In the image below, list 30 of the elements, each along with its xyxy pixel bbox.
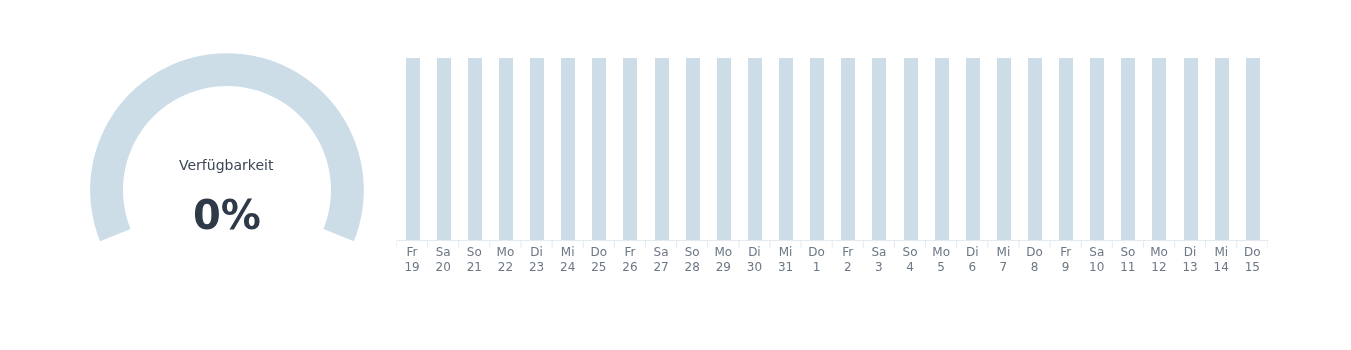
x-tick-label: Mo 22 [496,244,515,275]
x-tick-label: Sa 27 [653,244,669,275]
x-tick-label: Fr 19 [404,244,420,275]
x-tick-label: Di 6 [965,244,979,275]
x-tick-label: Do 1 [808,244,825,275]
x-tick-label: Do 25 [590,244,608,275]
x-tick-label: Sa 10 [1089,244,1105,275]
text: Verfügbarkeit [179,157,274,173]
x-tick-label: Mi 31 [777,244,794,275]
x-tick-label: So 21 [466,244,482,275]
x-tick-label: So 11 [1120,244,1136,275]
x-tick-label: Fr 2 [842,244,854,275]
x-tick-label: So 4 [902,244,918,275]
x-tick-label: Mo 12 [1150,244,1168,275]
x-tick-label: Mo 29 [714,244,733,275]
x-tick-label: So 28 [684,244,700,275]
x-tick-label: Di 13 [1182,244,1198,275]
x-tick-label: Mi 7 [996,244,1011,275]
x-tick-label: Mi 24 [560,244,576,275]
x-tick-label: Mi 14 [1213,244,1229,275]
x-tick-label: Di 30 [746,244,763,275]
x-tick-label: Fr 26 [622,244,638,275]
x-tick-label: Fr 9 [1060,244,1072,275]
text: 0% [193,192,261,238]
x-tick-label: Do 15 [1244,244,1261,275]
x-tick-label: Do 8 [1026,244,1043,275]
x-tick-label: Di 23 [528,244,545,275]
x-tick-label: Sa 20 [435,244,451,275]
x-tick-label: Mo 5 [932,244,950,275]
x-tick-label: Sa 3 [871,244,887,275]
